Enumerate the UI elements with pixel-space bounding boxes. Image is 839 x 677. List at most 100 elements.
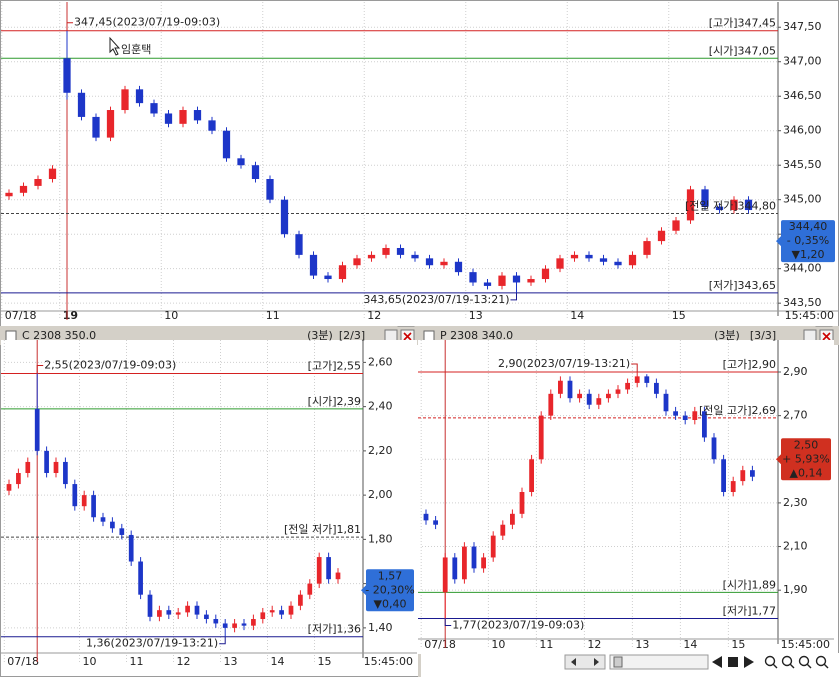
candle-body [309,254,318,276]
y-tick-label: 343,50 [783,296,822,309]
cursor-label: 임훈택 [121,43,151,56]
cursor [109,36,121,56]
price-box [781,220,835,263]
candle-body [367,254,376,259]
candle-body [715,206,724,211]
slider-thumb[interactable] [613,656,623,668]
candle-body [269,610,275,613]
candle-body [711,437,717,460]
candle-body [644,376,650,383]
page-label: [2/3] [339,329,365,342]
candle-body [164,113,173,124]
zoom-slider[interactable] [609,654,709,670]
stop-button[interactable] [728,657,738,667]
zoom-icons[interactable] [764,655,829,669]
candle-body [657,230,666,242]
level-label: [고가]2,55 [308,359,361,372]
x-tick-label: 07/18 [5,309,37,322]
x-tick-label: 13 [469,309,483,322]
next-button[interactable] [744,656,754,668]
candle-body [19,185,28,193]
candle-body [527,279,535,283]
x-tick-label: 14 [683,638,697,651]
candle-body [672,220,680,231]
x-tick-label: 07/18 [424,638,456,651]
candle-body [702,411,707,438]
close-icon [822,332,831,341]
candle-body [663,393,669,412]
note-label: 2,90(2023/07/19-13:21) [498,357,630,370]
x-tick-label: 15 [731,638,745,651]
checkbox[interactable] [423,330,435,342]
candle-body [500,524,506,536]
x-tick-label: 14 [271,655,285,668]
chart: P 2308 340.0 (3분) [3/3] 2,90 2,70 2,50 2,30 2,1… [418,329,834,654]
chart-title: C 2308 350.0 [22,329,96,342]
candle-body [251,619,256,626]
candle-body [48,168,57,180]
candle-body [279,610,284,615]
x-tick-label: 11 [266,309,280,322]
candle-body [77,92,86,117]
y-tick-label: 346,50 [783,89,822,102]
prev-button[interactable] [712,656,722,668]
candle-body [599,258,608,262]
candle-body [25,461,31,474]
x-tick-label: 15 [672,309,686,322]
level-label: [전일 고가]2,69 [699,403,776,417]
x-tick-label: 10 [83,655,97,668]
candle-body [353,258,361,266]
price-box-text: - 0,35% [787,234,829,247]
x-tick-label: 14 [570,309,584,322]
candle-body [686,189,695,221]
candle-body [423,513,429,521]
candle-body [634,376,640,383]
y-tick-label: 2,20 [368,444,393,457]
y-tick-label: 1,90 [783,583,808,596]
candle-body [150,103,158,114]
candle-body [471,546,477,569]
note-pointer [631,363,638,372]
level-label: [시가]1,89 [723,578,776,591]
price-box-text: ▲0,14 [790,466,823,479]
candle-body [548,393,554,416]
y-tick-label: 2,60 [368,355,393,368]
checkbox[interactable] [5,330,17,342]
level-label: [저가]343,65 [709,279,776,292]
candle-body [721,459,726,492]
candle-body [72,484,78,507]
interval-label: (3분) [307,329,333,342]
candle-body [326,557,331,580]
page-label: [3/3] [750,329,776,342]
candle-body [241,623,247,626]
price-box-text: ▼0,40 [374,597,407,610]
candle-body [730,481,736,492]
candle-body [411,254,419,259]
x-tick-label: 12 [587,638,601,651]
y-tick-label: 345,00 [783,193,822,206]
y-tick-label: 345,50 [783,158,822,171]
note-pointer [36,364,44,374]
level-label: [시가]347,05 [709,44,776,57]
interval-label: (3분) [714,329,740,342]
chart: C 2308 350.0 (3분) [2/3]2,60 2,40 2,20 2,00 1,8… [1,329,417,668]
candle-body [577,393,582,399]
chart-title: P 2308 340.0 [440,329,513,342]
note-label: 1,36(2023/07/19-13:21) [86,637,218,650]
candle-body [625,382,630,390]
candle-body [110,521,115,529]
candle-body [558,380,563,394]
candle-body [382,247,390,255]
candle-body [529,459,534,492]
candle-body [440,261,448,266]
price-box-pointer [776,236,781,247]
scrollbar[interactable] [564,654,606,670]
candle-body [519,492,525,514]
note-pointer [219,636,226,645]
plot-area [418,340,834,654]
candle-body [53,461,59,474]
price-box-text: - 20,30% [365,583,414,596]
y-tick-label: 2,90 [783,365,808,378]
end-label: 15:45:00 [781,638,830,651]
